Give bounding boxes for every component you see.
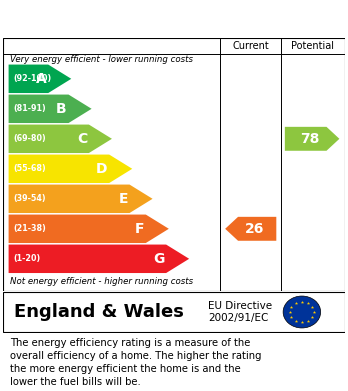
Polygon shape xyxy=(9,244,189,273)
Text: D: D xyxy=(96,162,108,176)
Polygon shape xyxy=(9,215,169,243)
Text: (81-91): (81-91) xyxy=(14,104,47,113)
Text: F: F xyxy=(135,222,144,236)
Ellipse shape xyxy=(283,296,321,328)
Polygon shape xyxy=(9,95,92,123)
Text: C: C xyxy=(77,132,87,146)
Text: Energy Efficiency Rating: Energy Efficiency Rating xyxy=(10,10,239,28)
Polygon shape xyxy=(225,217,276,241)
Text: 78: 78 xyxy=(300,132,319,146)
Text: Potential: Potential xyxy=(292,41,334,51)
Text: B: B xyxy=(56,102,67,116)
Text: E: E xyxy=(118,192,128,206)
Text: G: G xyxy=(153,252,164,266)
Polygon shape xyxy=(9,125,112,153)
Text: (21-38): (21-38) xyxy=(14,224,47,233)
Text: Very energy efficient - lower running costs: Very energy efficient - lower running co… xyxy=(10,55,193,64)
Text: (39-54): (39-54) xyxy=(14,194,46,203)
Text: 26: 26 xyxy=(245,222,264,236)
Text: (1-20): (1-20) xyxy=(14,254,41,263)
Polygon shape xyxy=(9,185,152,213)
Text: (92-100): (92-100) xyxy=(14,74,52,83)
Text: A: A xyxy=(36,72,47,86)
Text: EU Directive
2002/91/EC: EU Directive 2002/91/EC xyxy=(208,301,272,323)
Text: Current: Current xyxy=(232,41,269,51)
Polygon shape xyxy=(9,154,132,183)
Text: The energy efficiency rating is a measure of the
overall efficiency of a home. T: The energy efficiency rating is a measur… xyxy=(10,338,262,387)
Text: (55-68): (55-68) xyxy=(14,164,47,173)
Text: England & Wales: England & Wales xyxy=(14,303,184,321)
Polygon shape xyxy=(285,127,339,151)
Text: (69-80): (69-80) xyxy=(14,134,47,143)
Text: Not energy efficient - higher running costs: Not energy efficient - higher running co… xyxy=(10,277,193,286)
Polygon shape xyxy=(9,65,71,93)
